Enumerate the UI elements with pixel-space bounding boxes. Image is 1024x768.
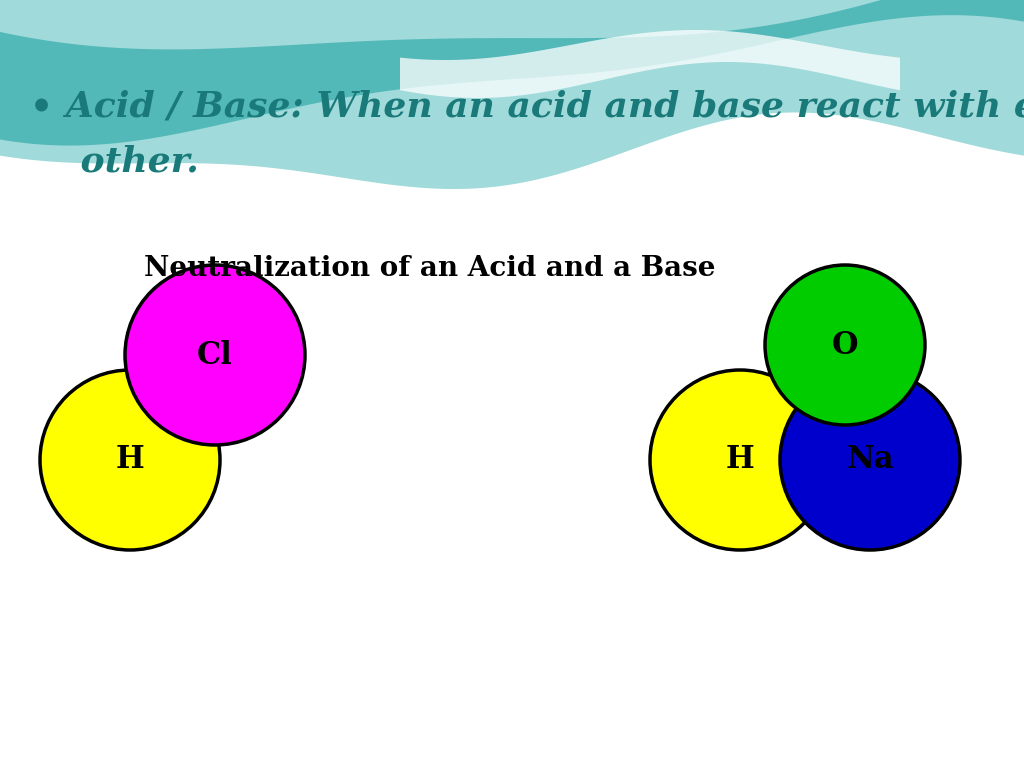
- Text: H: H: [726, 445, 755, 475]
- Text: Cl: Cl: [198, 339, 232, 370]
- Text: O: O: [831, 329, 858, 360]
- Circle shape: [765, 265, 925, 425]
- Text: Na: Na: [846, 445, 894, 475]
- Text: • Acid / Base: When an acid and base react with each: • Acid / Base: When an acid and base rea…: [30, 90, 1024, 124]
- Text: other.: other.: [30, 145, 199, 179]
- Text: H: H: [116, 445, 144, 475]
- Polygon shape: [400, 30, 900, 98]
- Circle shape: [650, 370, 830, 550]
- Circle shape: [780, 370, 961, 550]
- Text: Neutralization of an Acid and a Base: Neutralization of an Acid and a Base: [144, 255, 716, 282]
- Polygon shape: [0, 0, 1024, 146]
- Circle shape: [125, 265, 305, 445]
- Polygon shape: [0, 0, 1024, 189]
- Circle shape: [40, 370, 220, 550]
